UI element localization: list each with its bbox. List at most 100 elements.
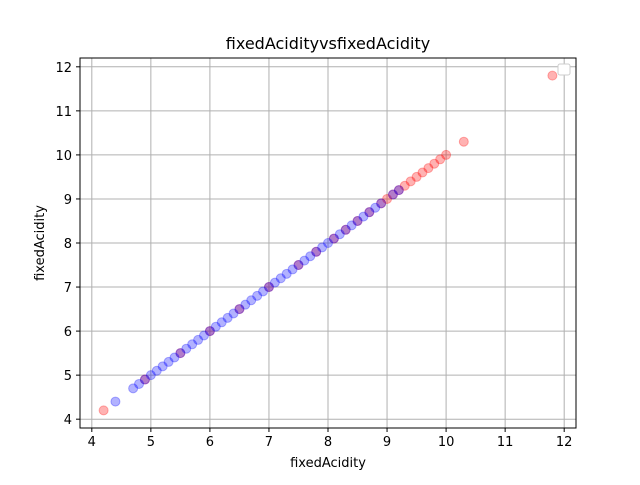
scatter-point (429, 158, 440, 169)
x-tick-label: 7 (265, 435, 273, 450)
y-tick-label: 9 (64, 193, 72, 208)
scatter-point (222, 312, 233, 323)
scatter-point (246, 295, 257, 306)
scatter-point (358, 211, 369, 222)
scatter-point (163, 356, 174, 367)
x-tick-label: 8 (324, 435, 332, 450)
x-tick-label: 11 (497, 435, 514, 450)
scatter-point (293, 260, 304, 271)
scatter-point (252, 290, 263, 301)
scatter-point (405, 176, 416, 187)
x-tick-label: 12 (556, 435, 573, 450)
scatter-point (311, 246, 322, 257)
scatter-point (275, 273, 286, 284)
scatter-point (145, 370, 156, 381)
grid-lines (80, 58, 576, 428)
scatter-point (441, 149, 452, 160)
scatter-point (187, 339, 198, 350)
y-tick-label: 5 (64, 369, 72, 384)
scatter-point (376, 198, 387, 209)
scatter-point (269, 277, 280, 288)
x-axis-label: fixedAcidity (290, 456, 366, 471)
scatter-point (364, 207, 375, 218)
scatter-point (110, 396, 121, 407)
scatter-point (387, 189, 398, 200)
scatter-point (204, 326, 215, 337)
scatter-point (387, 189, 398, 200)
scatter-point (210, 321, 221, 332)
scatter-point (340, 224, 351, 235)
scatter-point (328, 233, 339, 244)
scatter-point (175, 348, 186, 359)
scatter-point (240, 299, 251, 310)
y-tick-label: 7 (64, 281, 72, 296)
axis-ticks: 4 5 6 7 8 9 10 11 12 4 5 6 7 8 9 10 11 12 (55, 61, 572, 450)
scatter-point (311, 246, 322, 257)
scatter-point (169, 352, 180, 363)
scatter-point (328, 233, 339, 244)
scatter-point (134, 378, 145, 389)
data-points (98, 70, 558, 416)
scatter-point (139, 374, 150, 385)
scatter-point (417, 167, 428, 178)
scatter-point (393, 185, 404, 196)
y-tick-label: 4 (64, 413, 72, 428)
chart-title: fixedAcidityvsfixedAcidity (226, 34, 430, 53)
scatter-point (547, 70, 558, 81)
scatter-point (435, 154, 446, 165)
scatter-point (305, 251, 316, 262)
scatter-point (204, 326, 215, 337)
scatter-point (411, 171, 422, 182)
scatter-point (299, 255, 310, 266)
scatter-point (346, 220, 357, 231)
scatter-point (128, 383, 139, 394)
scatter-point (263, 282, 274, 293)
scatter-point (376, 198, 387, 209)
x-tick-label: 6 (206, 435, 214, 450)
y-tick-label: 10 (55, 149, 72, 164)
scatter-point (423, 163, 434, 174)
scatter-point (352, 215, 363, 226)
scatter-point (352, 215, 363, 226)
y-tick-label: 8 (64, 237, 72, 252)
scatter-point (382, 193, 393, 204)
scatter-point (228, 308, 239, 319)
scatter-point (323, 238, 333, 248)
scatter-point (317, 242, 328, 253)
scatter-point (364, 207, 375, 218)
scatter-point (151, 365, 162, 376)
scatter-point (199, 330, 209, 341)
x-tick-label: 5 (147, 435, 155, 450)
scatter-point (263, 282, 274, 293)
scatter-point (98, 405, 109, 416)
scatter-point (293, 260, 304, 271)
scatter-point (193, 334, 204, 345)
scatter-point (234, 304, 245, 315)
scatter-point (139, 374, 150, 385)
scatter-point (399, 180, 410, 191)
y-axis-label: fixedAcidity (33, 205, 48, 281)
scatter-point (175, 348, 186, 359)
scatter-point (393, 185, 404, 196)
scatter-point (234, 304, 245, 315)
scatter-point (281, 268, 292, 279)
scatter-point (157, 361, 168, 372)
scatter-point (181, 343, 192, 354)
scatter-point (370, 202, 381, 213)
y-tick-label: 12 (55, 61, 72, 76)
y-tick-label: 6 (64, 325, 72, 340)
scatter-point (334, 229, 345, 240)
x-tick-label: 9 (383, 435, 391, 450)
scatter-point (340, 224, 351, 235)
y-tick-label: 11 (55, 105, 72, 120)
scatter-point (258, 286, 269, 297)
scatter-point (458, 136, 469, 147)
x-tick-label: 4 (88, 435, 96, 450)
scatter-point (216, 317, 227, 328)
scatter-point (287, 264, 298, 275)
x-tick-label: 10 (438, 435, 455, 450)
legend-box (557, 63, 571, 76)
